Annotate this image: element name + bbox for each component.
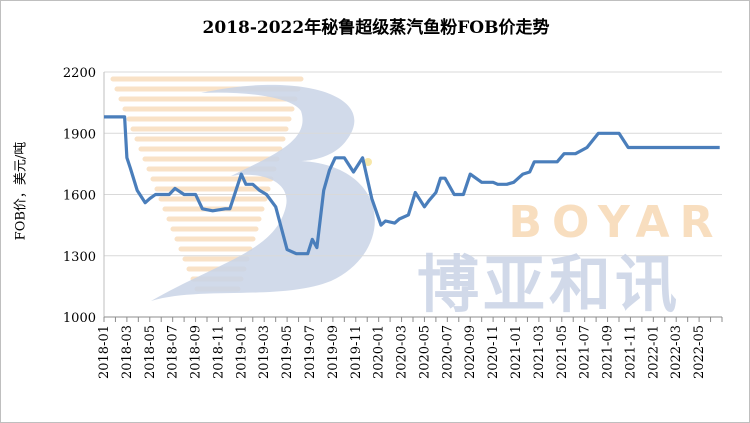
x-tick-label: 2018-05 [143,325,158,379]
x-tick-label: 2018-07 [166,325,181,379]
watermark-logo [110,76,375,301]
y-tick-label: 1600 [63,189,96,204]
y-tick-label: 1300 [63,250,96,265]
chart-title: 2018-2022年秘鲁超级蒸汽鱼粉FOB价走势 [202,18,550,38]
x-tick-label: 2021-11 [623,325,638,379]
x-tick-label: 2018-11 [211,325,226,379]
y-tick-label: 1900 [63,127,96,142]
watermark-eye [364,158,372,166]
x-tick-label: 2022-03 [669,325,684,379]
axes: 2018-01 2018-03 2018-05 2018-07 2018-09 2018-… [97,72,723,379]
x-tick-label: 2019-11 [349,325,364,379]
x-tick-label: 2019-09 [326,325,341,379]
x-tick-label: 2020-11 [486,325,501,379]
x-tick-label: 2021-09 [601,325,616,379]
series-layer [104,115,720,256]
y-tick-label: 1000 [63,311,96,326]
x-tick-label: 2022-01 [646,325,661,379]
x-tick-label: 2021-07 [578,325,593,379]
x-tick-label: 2018-03 [120,325,135,379]
x-tick-label: 2020-09 [463,325,478,379]
watermark-b-shape [151,84,375,301]
x-tick-label: 2019-03 [257,325,272,379]
x-tick-label: 2020-05 [417,325,432,379]
x-tick-label: 2021-05 [555,325,570,379]
x-tick-label: 2019-01 [234,325,249,379]
x-tick-label: 2018-09 [189,325,204,379]
x-tick-label: 2022-05 [692,325,707,379]
watermark-brand-latin: BOYAR [509,197,724,248]
x-tick-label: 2018-01 [97,325,112,379]
x-tick-label: 2020-07 [440,325,455,379]
x-tick-label: 2020-01 [372,325,387,379]
watermark-brand-cn: 博亚和讯 [417,248,681,321]
x-tick-label: 2020-03 [395,325,410,379]
x-tick-label: 2019-05 [280,325,295,379]
x-tick-label: 2021-01 [509,325,524,379]
x-tick-label: 2021-03 [532,325,547,379]
x-tick-label: 2019-07 [303,325,318,379]
y-tick-label: 2200 [63,66,96,81]
series-line [104,115,720,256]
